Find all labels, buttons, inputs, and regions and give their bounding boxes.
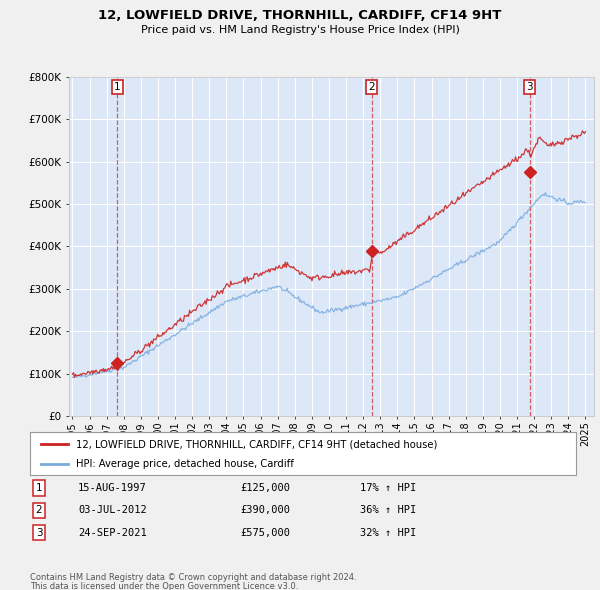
Text: 3: 3 (526, 82, 533, 92)
Text: 24-SEP-2021: 24-SEP-2021 (78, 528, 147, 537)
Text: HPI: Average price, detached house, Cardiff: HPI: Average price, detached house, Card… (76, 460, 294, 469)
Text: Price paid vs. HM Land Registry's House Price Index (HPI): Price paid vs. HM Land Registry's House … (140, 25, 460, 35)
Text: 3: 3 (35, 528, 43, 537)
Text: 1: 1 (35, 483, 43, 493)
Text: 12, LOWFIELD DRIVE, THORNHILL, CARDIFF, CF14 9HT: 12, LOWFIELD DRIVE, THORNHILL, CARDIFF, … (98, 9, 502, 22)
Text: 17% ↑ HPI: 17% ↑ HPI (360, 483, 416, 493)
Text: 12, LOWFIELD DRIVE, THORNHILL, CARDIFF, CF14 9HT (detached house): 12, LOWFIELD DRIVE, THORNHILL, CARDIFF, … (76, 440, 438, 450)
Text: £390,000: £390,000 (240, 506, 290, 515)
Text: 2: 2 (368, 82, 375, 92)
Text: 03-JUL-2012: 03-JUL-2012 (78, 506, 147, 515)
Text: This data is licensed under the Open Government Licence v3.0.: This data is licensed under the Open Gov… (30, 582, 298, 590)
Text: 32% ↑ HPI: 32% ↑ HPI (360, 528, 416, 537)
Text: 2: 2 (35, 506, 43, 515)
Text: 36% ↑ HPI: 36% ↑ HPI (360, 506, 416, 515)
Text: 15-AUG-1997: 15-AUG-1997 (78, 483, 147, 493)
Text: Contains HM Land Registry data © Crown copyright and database right 2024.: Contains HM Land Registry data © Crown c… (30, 573, 356, 582)
Text: £575,000: £575,000 (240, 528, 290, 537)
Text: £125,000: £125,000 (240, 483, 290, 493)
Text: 1: 1 (114, 82, 121, 92)
